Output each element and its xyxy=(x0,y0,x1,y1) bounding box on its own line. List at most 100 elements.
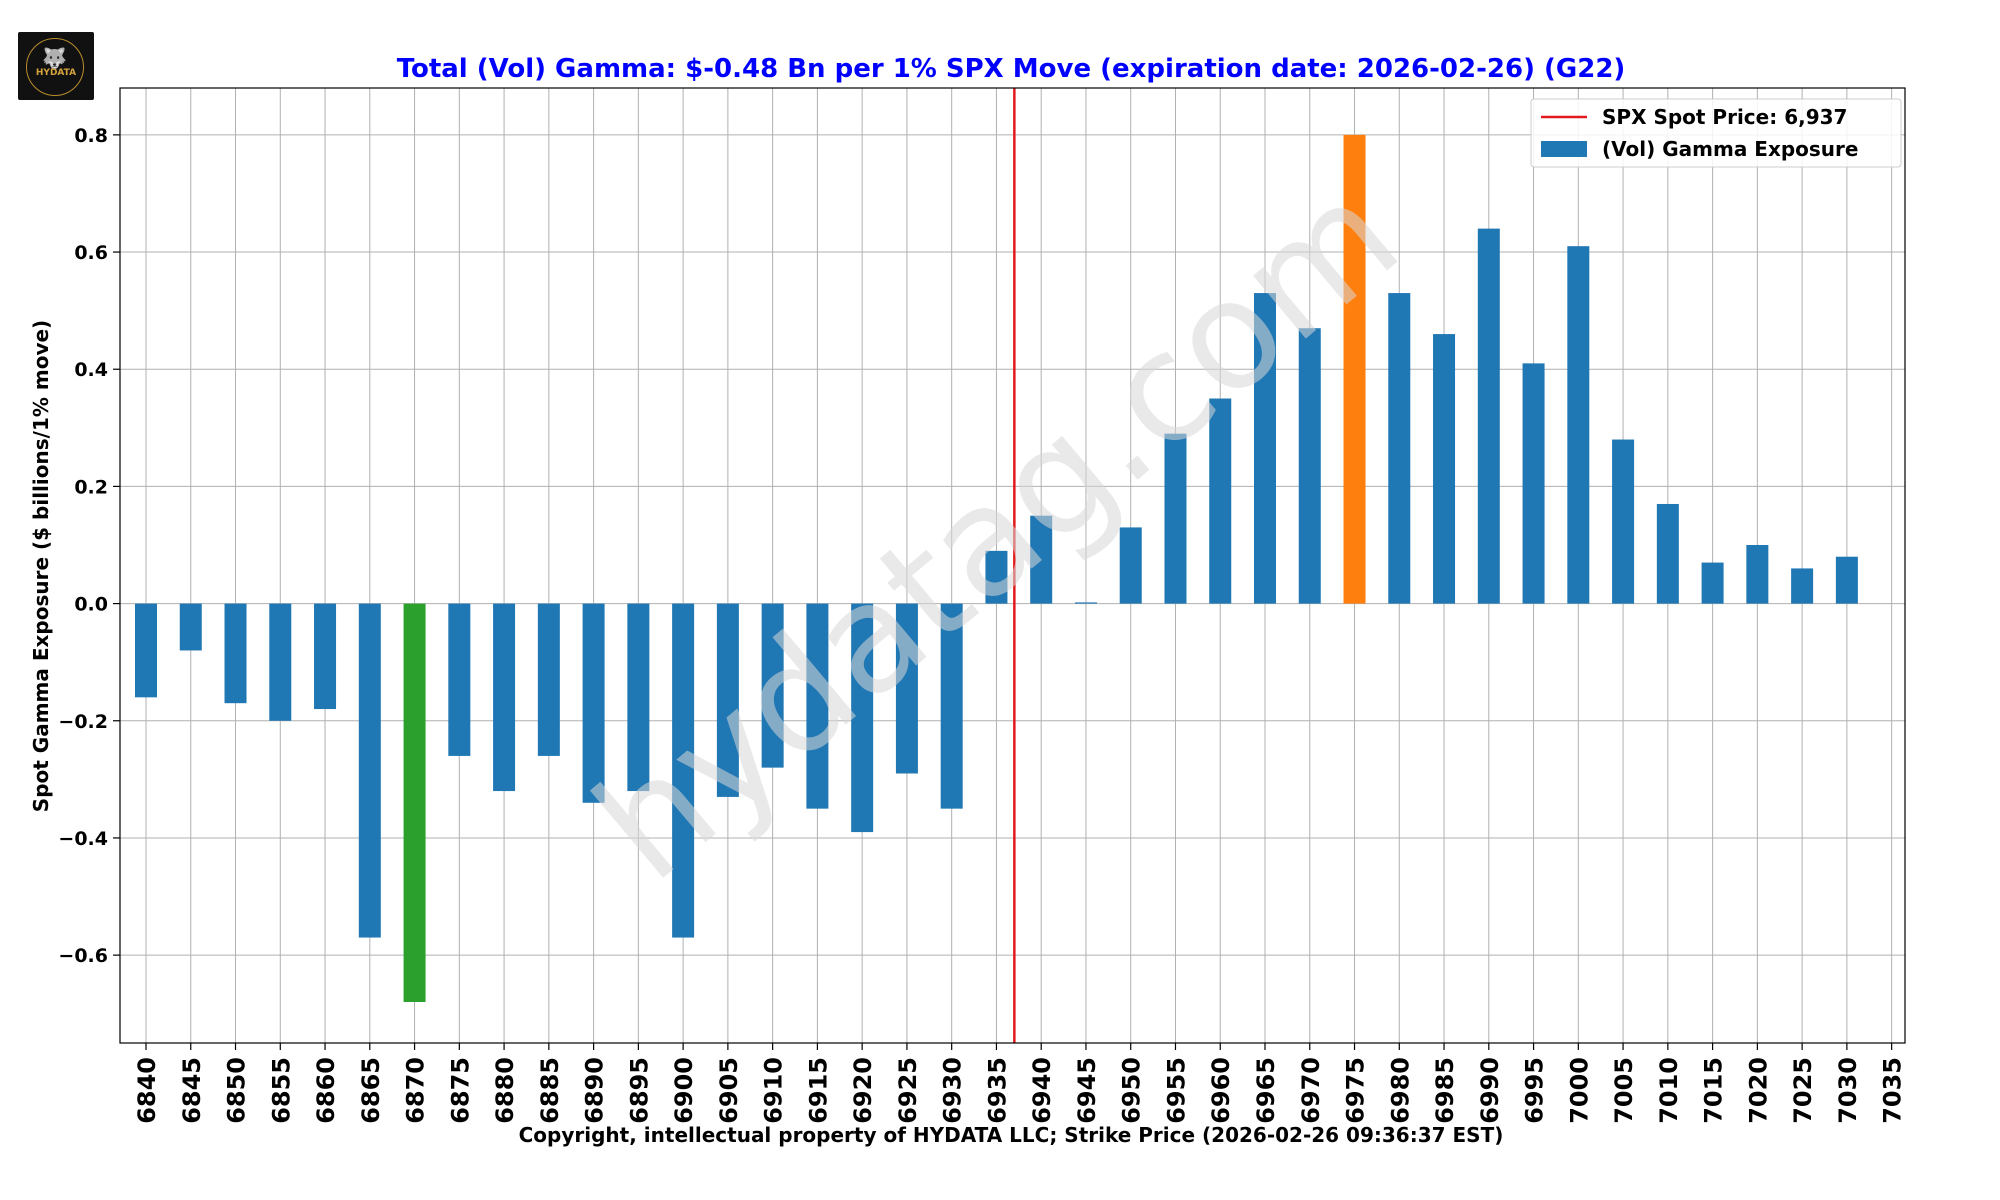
x-tick-label: 7020 xyxy=(1744,1057,1772,1124)
bar-6955 xyxy=(1164,433,1187,604)
bar-6990 xyxy=(1477,228,1500,604)
bar-6900 xyxy=(672,603,695,938)
x-tick-label: 6960 xyxy=(1207,1057,1235,1124)
x-tick-label: 6900 xyxy=(670,1057,698,1124)
x-tick-label: 6935 xyxy=(983,1057,1011,1124)
bars xyxy=(135,134,1858,1002)
bar-6975 xyxy=(1343,134,1366,604)
x-tick-label: 7015 xyxy=(1700,1057,1728,1124)
x-tick-label: 6890 xyxy=(581,1057,609,1124)
logo-ring xyxy=(26,38,84,96)
x-tick-label: 6875 xyxy=(446,1057,474,1124)
legend-spot-label: SPX Spot Price: 6,937 xyxy=(1602,105,1847,129)
x-tick-label: 6855 xyxy=(267,1057,295,1124)
y-tick-label: 0.0 xyxy=(74,594,108,616)
bar-6890 xyxy=(582,603,605,803)
bar-6965 xyxy=(1254,293,1276,604)
legend: SPX Spot Price: 6,937 (Vol) Gamma Exposu… xyxy=(1530,98,1902,168)
bar-6930 xyxy=(940,603,963,809)
bar-6970 xyxy=(1298,328,1321,604)
bar-6915 xyxy=(806,603,829,809)
bar-6865 xyxy=(358,603,381,938)
bar-6875 xyxy=(448,603,471,756)
legend-bar-label: (Vol) Gamma Exposure xyxy=(1602,137,1858,161)
x-tick-label: 6850 xyxy=(223,1057,251,1124)
x-tick-label: 6865 xyxy=(357,1057,385,1124)
bar-6920 xyxy=(851,603,874,833)
grid-lines xyxy=(120,88,1905,1043)
x-tick-label: 7010 xyxy=(1655,1057,1683,1124)
x-tick-label: 6930 xyxy=(939,1057,967,1124)
y-axis-label: Spot Gamma Exposure ($ billions/1% move) xyxy=(29,320,53,812)
bar-6910 xyxy=(761,603,784,768)
x-tick-label: 6985 xyxy=(1431,1057,1459,1124)
bar-6945 xyxy=(1074,602,1097,604)
legend-bar-swatch xyxy=(1541,141,1587,157)
x-tick-label: 6880 xyxy=(491,1057,519,1124)
x-tick-label: 6965 xyxy=(1252,1057,1280,1124)
bar-6885 xyxy=(537,603,560,756)
y-tick-label: 0.2 xyxy=(74,476,108,498)
bar-6905 xyxy=(716,603,739,797)
x-axis-ticks: 6840 6845 6850 6855 6860 6865 6870 6875 6880 6885… xyxy=(133,1043,1907,1124)
bar-7020 xyxy=(1746,544,1769,604)
legend-box xyxy=(1530,98,1902,168)
bar-7030 xyxy=(1835,556,1858,604)
x-tick-label: 6840 xyxy=(133,1057,161,1124)
x-tick-label: 6860 xyxy=(312,1057,340,1124)
wolf-icon: 🐺 xyxy=(42,46,67,70)
bar-6870 xyxy=(403,603,426,1002)
x-tick-label: 6920 xyxy=(849,1057,877,1124)
y-tick-label: 0.6 xyxy=(74,242,108,264)
chart-title: Total (Vol) Gamma: $-0.48 Bn per 1% SPX … xyxy=(397,54,1626,84)
x-tick-label: 7005 xyxy=(1610,1057,1638,1124)
bar-6960 xyxy=(1209,398,1232,604)
bar-7010 xyxy=(1656,503,1679,604)
bar-6840 xyxy=(135,603,157,698)
x-tick-label: 6870 xyxy=(402,1057,430,1124)
x-tick-label: 6845 xyxy=(178,1057,206,1124)
x-tick-label: 6995 xyxy=(1521,1057,1549,1124)
bar-6980 xyxy=(1388,293,1411,604)
x-tick-label: 7035 xyxy=(1879,1057,1907,1124)
logo-text: HYDATA xyxy=(35,68,77,78)
x-tick-label: 7000 xyxy=(1565,1057,1593,1124)
x-tick-label: 6895 xyxy=(625,1057,653,1124)
bar-6950 xyxy=(1119,527,1142,604)
x-tick-label: 6990 xyxy=(1476,1057,1504,1124)
bar-6855 xyxy=(269,603,292,721)
bar-6850 xyxy=(224,603,247,704)
x-tick-label: 6925 xyxy=(894,1057,922,1124)
x-tick-label: 6980 xyxy=(1386,1057,1414,1124)
x-tick-label: 7025 xyxy=(1789,1057,1817,1124)
bar-7015 xyxy=(1701,562,1724,604)
x-tick-label: 6970 xyxy=(1297,1057,1325,1124)
bar-7005 xyxy=(1612,439,1635,604)
hydata-logo: 🐺 HYDATA xyxy=(18,32,94,100)
y-tick-label: −0.2 xyxy=(58,711,108,733)
x-axis-label: Copyright, intellectual property of HYDA… xyxy=(519,1123,1504,1147)
y-tick-label: −0.4 xyxy=(58,828,108,850)
bar-6985 xyxy=(1433,334,1456,604)
x-tick-label: 6915 xyxy=(804,1057,832,1124)
bar-6925 xyxy=(895,603,918,774)
plot-frame xyxy=(119,87,1906,1044)
x-tick-label: 7030 xyxy=(1834,1057,1862,1124)
y-tick-label: 0.8 xyxy=(74,125,108,147)
bar-6860 xyxy=(314,603,337,710)
bar-6940 xyxy=(1030,515,1053,604)
y-tick-label: −0.6 xyxy=(58,945,108,967)
x-tick-label: 6885 xyxy=(536,1057,564,1124)
bar-7025 xyxy=(1791,568,1814,604)
bar-6995 xyxy=(1522,363,1545,604)
x-tick-label: 6910 xyxy=(760,1057,788,1124)
x-tick-label: 6950 xyxy=(1118,1057,1146,1124)
bar-7000 xyxy=(1567,246,1590,604)
y-axis-ticks: −0.6 −0.4 −0.2 0.0 0.2 0.4 0.6 0.8 xyxy=(58,125,120,967)
y-tick-label: 0.4 xyxy=(74,359,108,381)
x-tick-label: 6940 xyxy=(1028,1057,1056,1124)
x-tick-label: 6905 xyxy=(715,1057,743,1124)
x-tick-label: 6945 xyxy=(1073,1057,1101,1124)
x-tick-label: 6975 xyxy=(1342,1057,1370,1124)
